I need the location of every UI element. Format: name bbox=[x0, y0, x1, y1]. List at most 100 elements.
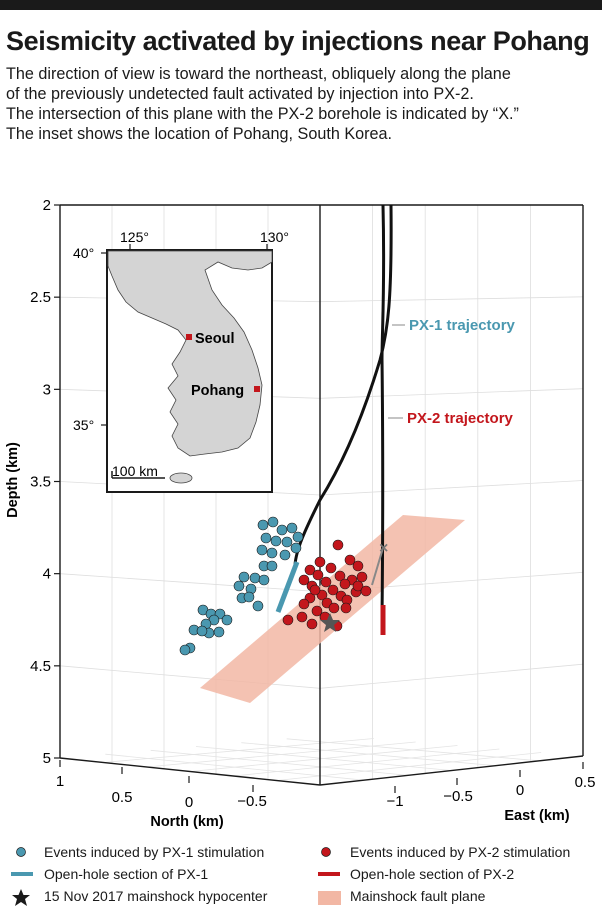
east-axis-label: East (km) bbox=[504, 808, 569, 824]
px1-event-point bbox=[260, 532, 272, 544]
depth-gridline-right-wall bbox=[319, 296, 584, 303]
px2-event-point bbox=[309, 584, 321, 596]
px2-event-point bbox=[352, 580, 364, 592]
px1-trajectory-line bbox=[293, 204, 393, 566]
px1-event-point bbox=[286, 522, 298, 534]
top-rule bbox=[0, 0, 602, 10]
px2-event-point bbox=[320, 576, 332, 588]
px1-event-point bbox=[266, 547, 278, 559]
px2-event-point bbox=[298, 598, 310, 610]
north-tick-label: 0.5 bbox=[112, 789, 133, 806]
inset-lat-label-35: 35° bbox=[73, 417, 94, 433]
legend-star-icon bbox=[12, 889, 30, 906]
legend-px1-events: Events induced by PX-1 stimulation bbox=[44, 844, 265, 860]
depth-tick-label: 3 bbox=[43, 381, 51, 398]
px2-event-point bbox=[311, 605, 323, 617]
subtitle-line: The intersection of this plane with the … bbox=[6, 105, 519, 123]
px1-event-point bbox=[196, 625, 208, 637]
east-tick-labels: −1 −0.5 0 0.5 bbox=[386, 762, 595, 810]
px2-event-point bbox=[327, 584, 339, 596]
korea-peninsula-shape bbox=[107, 250, 273, 457]
px1-event-point bbox=[252, 600, 264, 612]
legend-px2-events: Events induced by PX-2 stimulation bbox=[350, 844, 571, 860]
px1-event-point bbox=[233, 580, 245, 592]
px1-event-point bbox=[257, 519, 269, 531]
floor-gridline bbox=[286, 738, 540, 762]
east-tick-label: 0.5 bbox=[575, 774, 596, 791]
subtitle-line: of the previously undetected fault activ… bbox=[6, 85, 474, 103]
px2-event-point bbox=[352, 560, 364, 572]
pohang-marker bbox=[254, 386, 260, 392]
inset-lon-label-125: 125° bbox=[120, 229, 149, 245]
px2-events-series bbox=[282, 539, 372, 632]
px1-event-point bbox=[243, 591, 255, 603]
px2-event-point bbox=[332, 539, 344, 551]
depth-tick-label: 3.5 bbox=[30, 474, 51, 491]
px1-event-point bbox=[266, 560, 278, 572]
north-tick-labels: 1 0.5 0 −0.5 bbox=[56, 760, 267, 811]
jeju-island-shape bbox=[169, 472, 193, 484]
depth-tick-label: 4.5 bbox=[30, 658, 51, 675]
east-tick-label: −0.5 bbox=[443, 788, 473, 805]
north-tick-label: 1 bbox=[56, 773, 64, 790]
north-tick-label: −0.5 bbox=[237, 793, 267, 810]
seoul-marker bbox=[186, 334, 192, 340]
px2-event-point bbox=[360, 585, 372, 597]
subtitle-line: The direction of view is toward the nort… bbox=[6, 65, 511, 83]
east-tick-label: −1 bbox=[386, 793, 403, 810]
legend-px1-openhole: Open-hole section of PX-1 bbox=[44, 866, 209, 882]
px1-event-point bbox=[292, 531, 304, 543]
px2-event-point bbox=[328, 602, 340, 614]
legend-fault-swatch bbox=[318, 891, 341, 905]
legend-fault-plane: Mainshock fault plane bbox=[350, 888, 486, 904]
px2-event-point bbox=[339, 578, 351, 590]
px1-event-point bbox=[267, 516, 279, 528]
intersection-x-marker: × bbox=[379, 540, 388, 557]
north-tick-label: 0 bbox=[185, 794, 193, 811]
px2-trajectory-line bbox=[380, 204, 386, 621]
depth-tick-label: 2 bbox=[43, 197, 51, 214]
px1-event-point bbox=[179, 644, 191, 656]
legend-px2-dot bbox=[321, 847, 331, 857]
plot-frame-edge bbox=[59, 757, 321, 786]
depth-tick-label: 4 bbox=[43, 566, 51, 583]
px2-event-point bbox=[304, 564, 316, 576]
px2-trajectory-label: PX-2 trajectory bbox=[407, 410, 514, 427]
px1-event-point bbox=[276, 524, 288, 536]
px1-event-point bbox=[238, 571, 250, 583]
px1-event-point bbox=[256, 544, 268, 556]
px2-event-point bbox=[296, 611, 308, 623]
px1-event-point bbox=[270, 535, 282, 547]
inset-lat-label-40: 40° bbox=[73, 245, 94, 261]
depth-gridline-right-wall bbox=[319, 388, 584, 399]
depth-gridline-right-wall bbox=[319, 663, 584, 689]
east-tick-label: 0 bbox=[516, 782, 524, 799]
figure-title: Seismicity activated by injections near … bbox=[6, 26, 590, 56]
north-axis-label: North (km) bbox=[150, 814, 223, 830]
depth-tick-label: 5 bbox=[43, 750, 51, 767]
fault-intersection-trace bbox=[371, 547, 384, 586]
px2-event-point bbox=[298, 574, 310, 586]
px2-event-point bbox=[314, 556, 326, 568]
px2-event-point bbox=[340, 602, 352, 614]
px2-event-point bbox=[325, 562, 337, 574]
px1-event-point bbox=[290, 542, 302, 554]
figure-subtitle: The direction of view is toward the nort… bbox=[6, 64, 598, 144]
px1-event-point bbox=[281, 536, 293, 548]
px2-event-point bbox=[312, 569, 324, 581]
px2-event-point bbox=[344, 554, 356, 566]
scale-bar-label: 100 km bbox=[112, 463, 158, 479]
mainshock-star-marker bbox=[320, 613, 340, 632]
seoul-label: Seoul bbox=[195, 331, 234, 347]
inset-map: 125° 130° 40° 35° Seoul Pohang 100 km bbox=[73, 229, 289, 493]
px1-openhole-section bbox=[275, 561, 300, 613]
depth-gridline-left-wall bbox=[59, 573, 321, 593]
px1-event-point bbox=[249, 572, 261, 584]
px1-trajectory-label: PX-1 trajectory bbox=[409, 317, 516, 334]
plot-frame-edge bbox=[319, 755, 584, 786]
px1-event-point bbox=[279, 549, 291, 561]
px2-event-point bbox=[356, 571, 368, 583]
legend-symbols bbox=[11, 847, 341, 906]
px1-event-point bbox=[258, 574, 270, 586]
